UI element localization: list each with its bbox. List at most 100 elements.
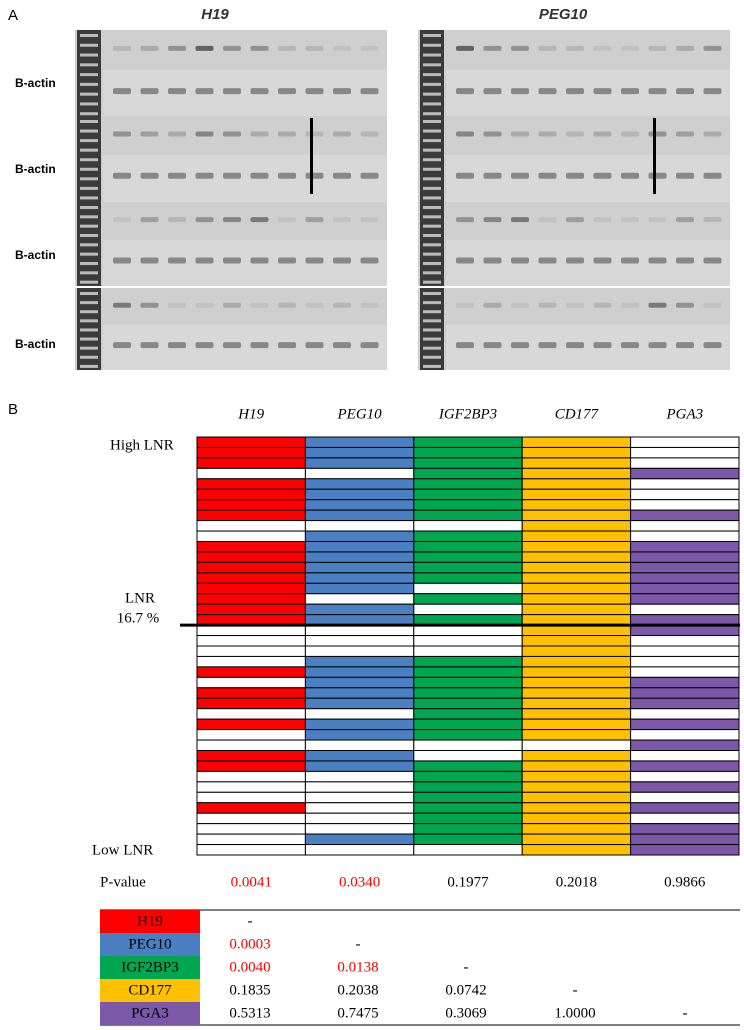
actin-band: [168, 88, 186, 95]
heatmap-cell: [196, 781, 306, 793]
actin-band: [648, 88, 667, 95]
heatmap-cell: [521, 812, 632, 825]
heatmap-cell: [521, 436, 632, 448]
sample-band: [278, 45, 296, 51]
sample-band: [360, 217, 379, 223]
actin-band: [140, 172, 159, 179]
actin-band: [621, 88, 639, 95]
heatmap-cell: [413, 635, 523, 647]
actin-band: [333, 88, 351, 95]
sample-band: [250, 131, 269, 137]
heatmap-cell: [521, 561, 632, 574]
sample-band: [648, 217, 667, 223]
sample-band: [250, 45, 269, 51]
row-name: PGA3: [131, 1005, 169, 1021]
ladder-band: [80, 224, 98, 228]
ladder-band: [423, 53, 441, 57]
correlation-value: -: [356, 936, 361, 952]
heatmap-cell: [630, 520, 740, 532]
heatmap-cell: [521, 844, 632, 856]
heatmap-cell: [196, 708, 306, 720]
sample-band: [305, 131, 324, 137]
heatmap-cell: [521, 457, 632, 469]
heatmap-cell: [196, 499, 306, 511]
heatmap-cell: [521, 520, 632, 532]
heatmap-cell: [304, 802, 415, 814]
actin-band: [278, 257, 296, 264]
sample-band: [566, 45, 584, 51]
sample-band: [113, 302, 131, 308]
heatmap-cell: [196, 520, 306, 532]
heatmap-cell: [304, 551, 415, 563]
heatmap-cell: [304, 729, 415, 741]
ladder-band: [423, 252, 441, 256]
actin-band: [593, 88, 612, 95]
sample-band: [250, 302, 269, 308]
ladder-band: [80, 129, 98, 133]
sample-band: [195, 217, 214, 223]
heatmap-cell: [521, 655, 632, 668]
ladder-band: [80, 301, 98, 305]
heatmap-cell: [630, 457, 740, 469]
ladder-band: [80, 186, 98, 190]
actin-band: [168, 342, 186, 349]
actin-band: [566, 342, 584, 349]
sample-band: [278, 302, 296, 308]
row-name: PEG10: [128, 936, 171, 952]
sample-band: [483, 217, 502, 223]
sample-band: [195, 45, 214, 51]
ladder-band: [423, 319, 441, 323]
heatmap-cell: [196, 572, 306, 584]
sample-band: [703, 131, 722, 137]
heatmap-cell: [413, 802, 523, 814]
heatmap-cell: [196, 833, 306, 846]
heatmap-cell: [413, 509, 523, 522]
sample-band: [703, 217, 722, 223]
heatmap-cell: [413, 530, 523, 542]
sample-band: [511, 45, 529, 51]
actin-band: [566, 172, 584, 179]
actin-band: [278, 342, 296, 349]
ladder-band: [80, 206, 98, 209]
heatmap-cell: [413, 436, 523, 448]
heatmap-cell: [413, 457, 523, 469]
ladder-band: [80, 271, 98, 275]
ladder-band: [423, 271, 441, 275]
heatmap-cell: [521, 624, 632, 637]
label-cell: [100, 1002, 200, 1025]
ladder-band: [80, 215, 98, 219]
sample-band: [483, 302, 502, 308]
heatmap-cell: [304, 770, 415, 783]
actin-band: [333, 342, 351, 349]
gene-header: PEG10: [337, 406, 383, 422]
gene-header: H19: [237, 406, 264, 422]
sample-band: [333, 302, 351, 308]
row-label: Low LNR: [92, 842, 153, 858]
actin-band: [538, 172, 557, 179]
correlation-value: -: [683, 1005, 688, 1021]
sample-band: [168, 45, 186, 51]
sample-band: [676, 45, 694, 51]
actin-band: [333, 257, 351, 264]
heatmap-cell: [196, 551, 306, 563]
gene-header: PGA3: [665, 406, 703, 422]
heatmap-cell: [413, 687, 523, 699]
heatmap-cell: [630, 812, 740, 825]
heatmap-cell: [196, 509, 306, 522]
sample-band: [333, 131, 351, 137]
ladder-band: [423, 82, 441, 86]
sample-band: [703, 45, 722, 51]
gene-header: H19: [201, 6, 229, 23]
actin-band: [305, 88, 324, 95]
ladder-band: [80, 148, 98, 152]
heatmap-cell: [413, 729, 523, 741]
heatmap-cell: [521, 750, 632, 762]
heatmap-cell: [630, 739, 740, 751]
sample-band: [648, 45, 667, 51]
actin-band: [250, 88, 269, 95]
ladder-band: [80, 102, 98, 106]
actin-band: [278, 88, 296, 95]
heatmap-cell: [521, 499, 632, 511]
sample-band: [456, 302, 474, 308]
